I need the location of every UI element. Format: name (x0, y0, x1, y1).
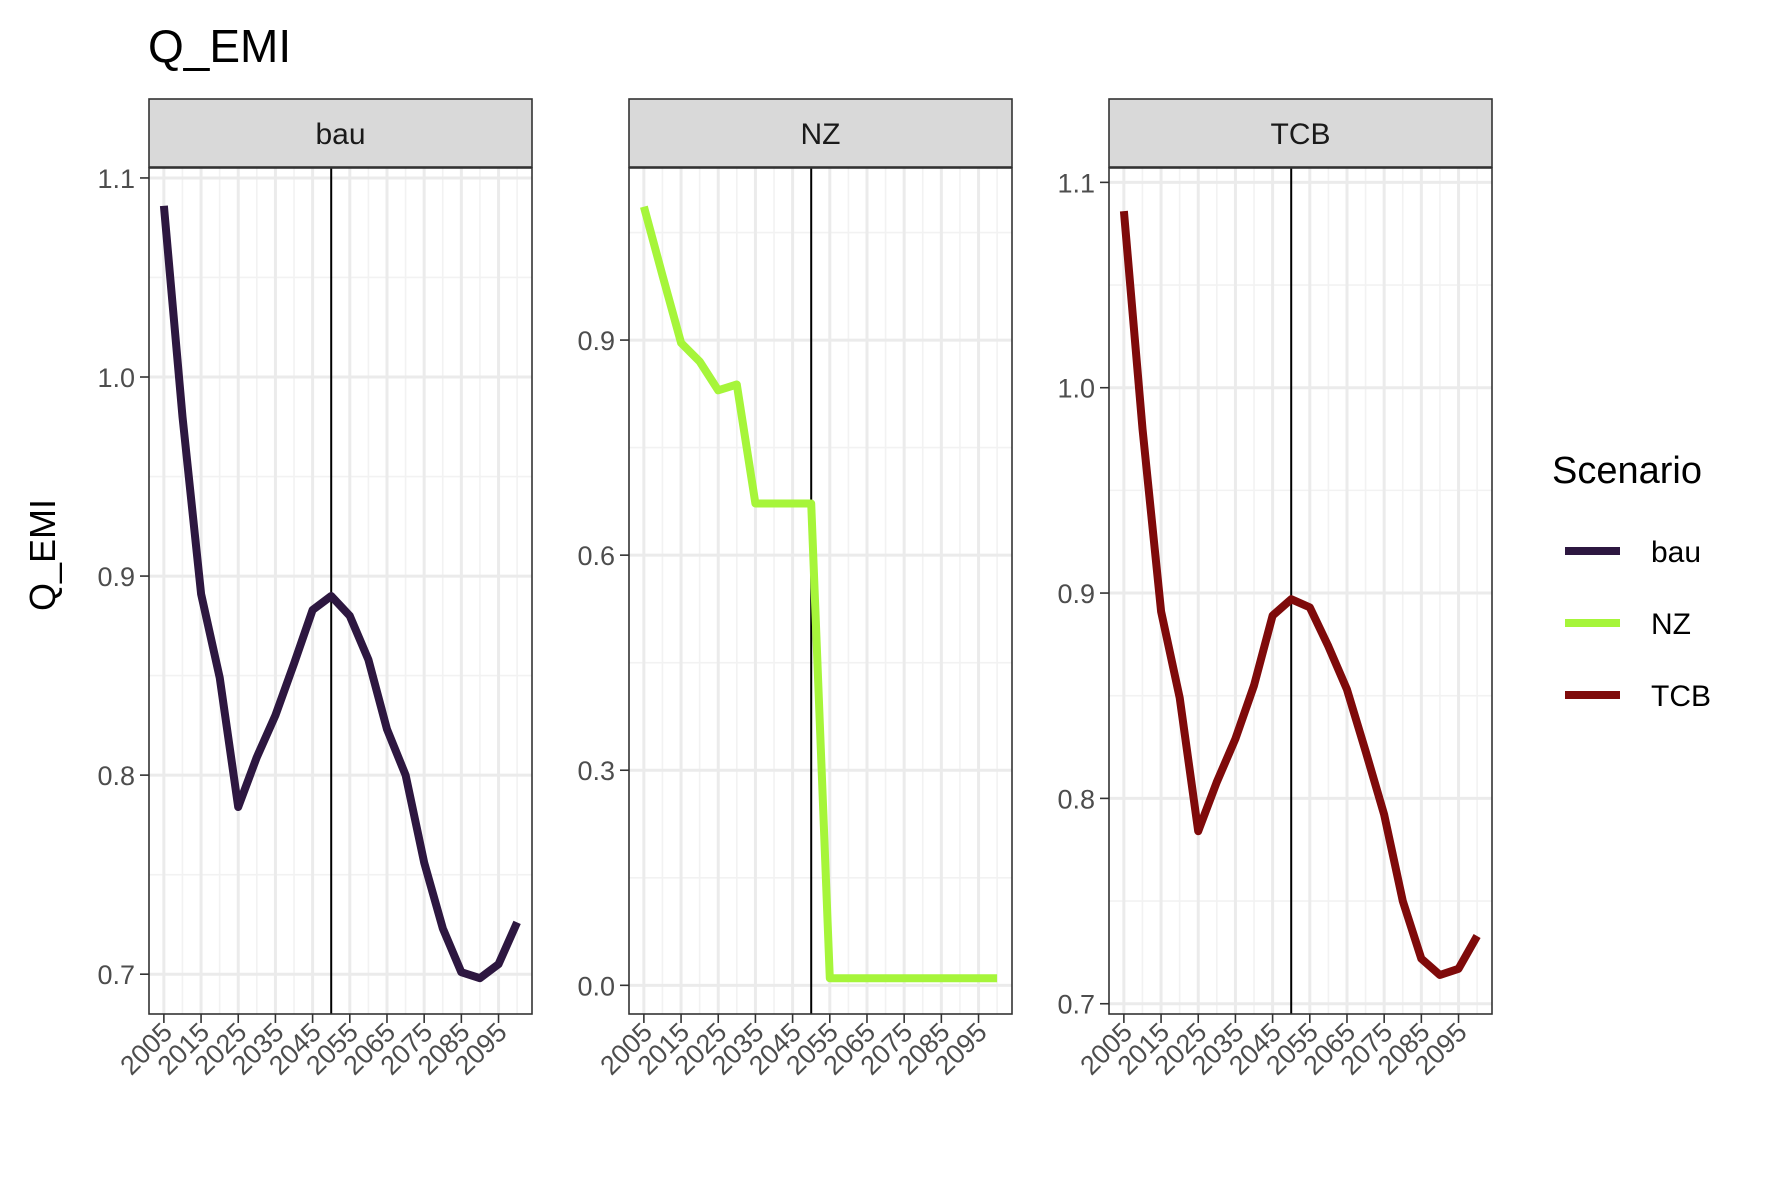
y-tick-label: 0.3 (577, 756, 615, 786)
legend: Scenario bau NZ TCB (1552, 450, 1711, 713)
strip-label: bau (315, 118, 365, 151)
panel-border (628, 167, 1013, 1015)
series-line-bau (159, 205, 521, 983)
y-tick-label: 1.1 (97, 164, 135, 194)
y-tick-label: 0.7 (1057, 990, 1095, 1020)
panel-background (629, 168, 1012, 1014)
legend-label-tcb: TCB (1651, 680, 1711, 713)
facet-panels: bau0.70.80.91.01.12005201520252035204520… (97, 98, 1493, 1081)
chart-title: Q_EMI (148, 20, 291, 72)
y-tick-label: 0.6 (577, 541, 615, 571)
panel-background (149, 168, 532, 1014)
y-tick-label: 1.0 (1057, 374, 1095, 404)
y-tick-label: 0.7 (97, 960, 135, 990)
y-tick-label: 1.1 (1057, 168, 1095, 198)
legend-items: bau NZ TCB (1565, 536, 1711, 713)
legend-label-bau: bau (1651, 536, 1701, 569)
strip-label: TCB (1271, 118, 1331, 151)
y-tick-label: 0.8 (97, 761, 135, 791)
legend-title: Scenario (1552, 450, 1702, 492)
series-line-tcb (1119, 210, 1481, 979)
strip-label: NZ (801, 118, 841, 151)
y-tick-label: 0.0 (577, 971, 615, 1001)
y-tick-label: 0.8 (1057, 784, 1095, 814)
panel-border (148, 167, 533, 1015)
facet-panel-bau: bau0.70.80.91.01.12005201520252035204520… (97, 98, 533, 1081)
strip-background (628, 98, 1013, 168)
y-tick-label: 0.9 (577, 326, 615, 356)
strip-background (148, 98, 533, 168)
strip-background (1108, 98, 1493, 168)
y-axis-label: Q_EMI (22, 499, 63, 611)
y-tick-label: 0.9 (1057, 579, 1095, 609)
y-tick-label: 0.9 (97, 562, 135, 592)
series-line-nz (640, 205, 998, 983)
panel-border (1108, 167, 1493, 1015)
facet-panel-nz: NZ0.00.30.60.920052015202520352045205520… (577, 98, 1013, 1081)
facet-panel-tcb: TCB0.70.80.91.01.12005201520252035204520… (1057, 98, 1493, 1081)
legend-label-nz: NZ (1651, 608, 1691, 641)
panel-background (1109, 168, 1492, 1014)
y-tick-label: 1.0 (97, 363, 135, 393)
